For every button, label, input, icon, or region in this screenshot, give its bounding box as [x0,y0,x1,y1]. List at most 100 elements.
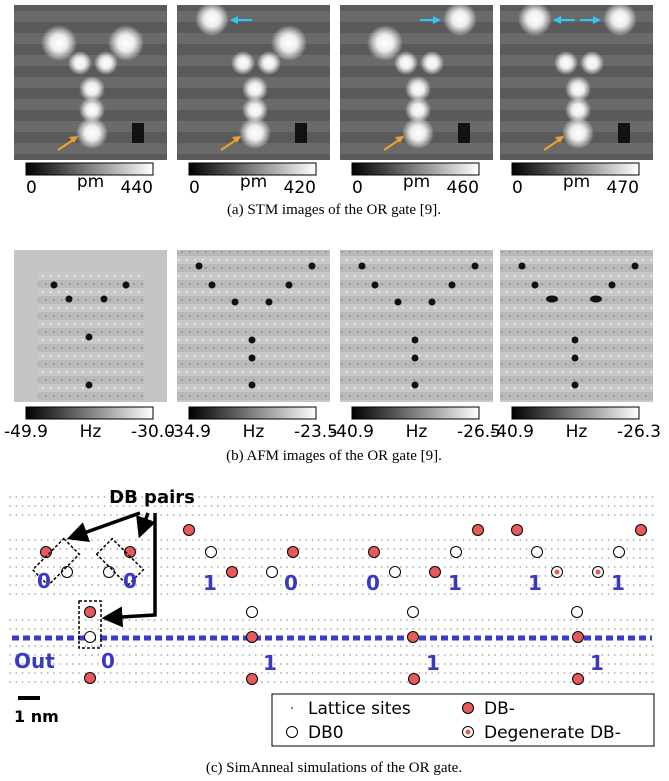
lattice-site [545,566,547,568]
lattice-site [223,645,225,647]
lattice-site [582,619,584,621]
lattice-site [469,619,471,621]
lattice-site [167,575,169,577]
colorbar-min: -40.9 [490,422,534,442]
lattice-site [431,619,433,621]
lattice-site [551,654,553,656]
lattice-site [362,557,364,559]
lattice-site [286,645,288,647]
lattice-site [438,593,440,595]
lattice-site [488,593,490,595]
lattice-site [400,619,402,621]
lattice-site [173,548,175,550]
lattice-site [141,645,143,647]
lattice-site [330,566,332,568]
lattice-site [179,681,181,683]
lattice-site [375,663,377,665]
lattice-site [551,566,553,568]
lattice-site [545,681,547,683]
lattice-site [475,672,477,674]
lattice-site [318,681,320,683]
lattice-site [123,654,125,656]
lattice-site [343,548,345,550]
lattice-site [280,584,282,586]
lattice-site [393,672,395,674]
dangling-bond-blob [239,117,271,149]
lattice-site [557,645,559,647]
afm-dot [123,282,130,289]
lattice-site [173,584,175,586]
lattice-site [236,619,238,621]
lattice-site [507,654,509,656]
lattice-site [564,505,566,507]
lattice-site [639,505,641,507]
lattice-site [261,593,263,595]
lattice-site [261,645,263,647]
lattice-site [198,645,200,647]
output-label: Out [14,649,55,673]
lattice-site [639,514,641,516]
lattice-site [627,628,629,630]
lattice-site [330,539,332,541]
input-value: 1 [611,571,625,595]
lattice-site [72,548,74,550]
lattice-site [362,514,364,516]
lattice-site [249,645,251,647]
lattice-site [242,681,244,683]
lattice-site [589,593,591,595]
lattice-site [312,654,314,656]
lattice-site [148,672,150,674]
lattice-site [249,557,251,559]
lattice-site [60,514,62,516]
lattice-site [305,514,307,516]
lattice-site [652,645,654,647]
lattice-site [608,566,610,568]
lattice-site [387,619,389,621]
lattice-site [173,654,175,656]
lattice-site [78,681,80,683]
lattice-site [419,496,421,498]
lattice-site [633,645,635,647]
lattice-site [160,584,162,586]
lattice-site [494,505,496,507]
lattice-site [507,593,509,595]
afm-dot [249,337,256,344]
lattice-site [469,663,471,665]
lattice-site [60,645,62,647]
afm-dot [266,299,273,306]
lattice-site [412,539,414,541]
lattice-site [349,645,351,647]
lattice-site [9,557,11,559]
lattice-site [173,681,175,683]
lattice-site [519,514,521,516]
lattice-site [230,645,232,647]
lattice-site [78,663,80,665]
lattice-site [343,645,345,647]
lattice-site [274,514,276,516]
lattice-site [582,505,584,507]
lattice-site [230,539,232,541]
lattice-site [519,496,521,498]
lattice-site [116,628,118,630]
lattice-site [22,539,24,541]
lattice-site [324,566,326,568]
dangling-bond-blob [94,51,118,75]
colorbar-min: -34.9 [167,422,211,442]
lattice-site [34,557,36,559]
lattice-site [406,593,408,595]
lattice-site [608,619,610,621]
lattice-site [475,557,477,559]
lattice-site [551,628,553,630]
lattice-site [53,681,55,683]
lattice-site [652,663,654,665]
lattice-site [456,539,458,541]
lattice-site [85,645,87,647]
lattice-site [633,566,635,568]
lattice-site [627,548,629,550]
lattice-site [438,539,440,541]
lattice-site [22,514,24,516]
lattice-site [356,663,358,665]
lattice-site [47,505,49,507]
lattice-site [337,566,339,568]
lattice-site [463,672,465,674]
